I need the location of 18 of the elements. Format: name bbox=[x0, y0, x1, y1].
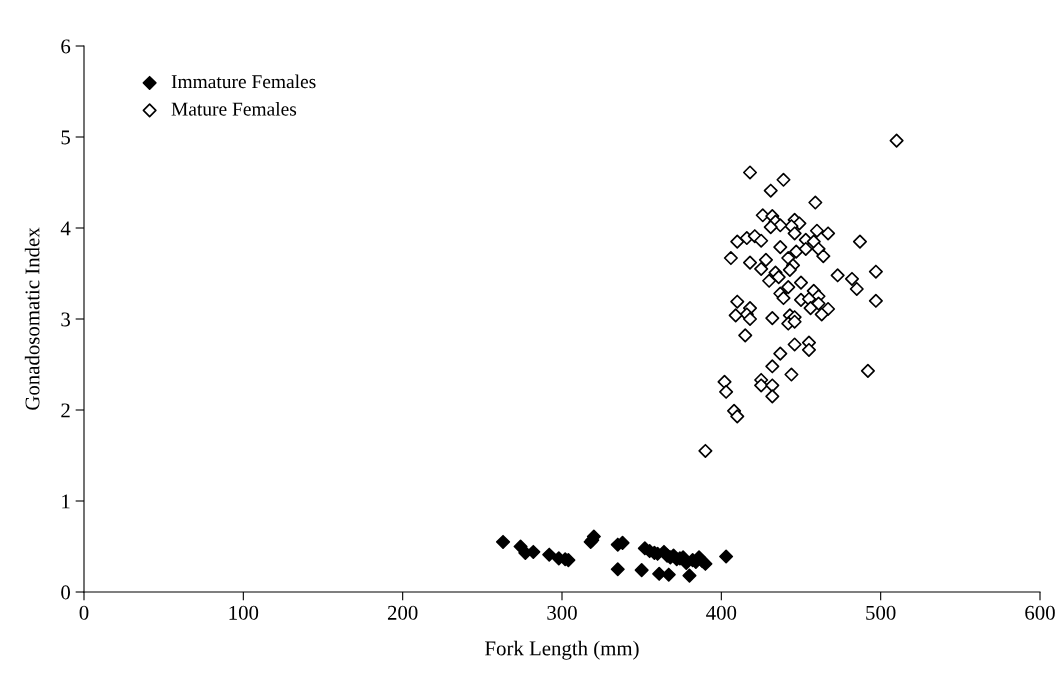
x-tick-label: 100 bbox=[229, 605, 259, 620]
y-tick-label: 2 bbox=[61, 403, 70, 418]
y-tick-label: 1 bbox=[62, 494, 70, 509]
x-tick-label: 600 bbox=[1025, 605, 1055, 620]
x-tick-label: 300 bbox=[547, 605, 577, 620]
y-tick-label: 6 bbox=[61, 39, 71, 54]
x-tick-label: 200 bbox=[387, 605, 418, 620]
x-tick-label: 500 bbox=[866, 605, 896, 620]
y-tick-label: 4 bbox=[60, 221, 71, 236]
legend-label: Mature Females bbox=[171, 102, 297, 116]
y-tick-label: 0 bbox=[61, 585, 71, 600]
y-axis-title: Gonadosomatic Index bbox=[24, 227, 40, 410]
x-axis-title: Fork Length (mm) bbox=[485, 640, 639, 660]
y-tick-label: 5 bbox=[61, 130, 70, 145]
legend-label: Immature Females bbox=[171, 74, 316, 89]
x-tick-label: 0 bbox=[79, 605, 89, 620]
y-tick-label: 3 bbox=[61, 312, 70, 327]
x-tick-label: 400 bbox=[706, 605, 737, 620]
